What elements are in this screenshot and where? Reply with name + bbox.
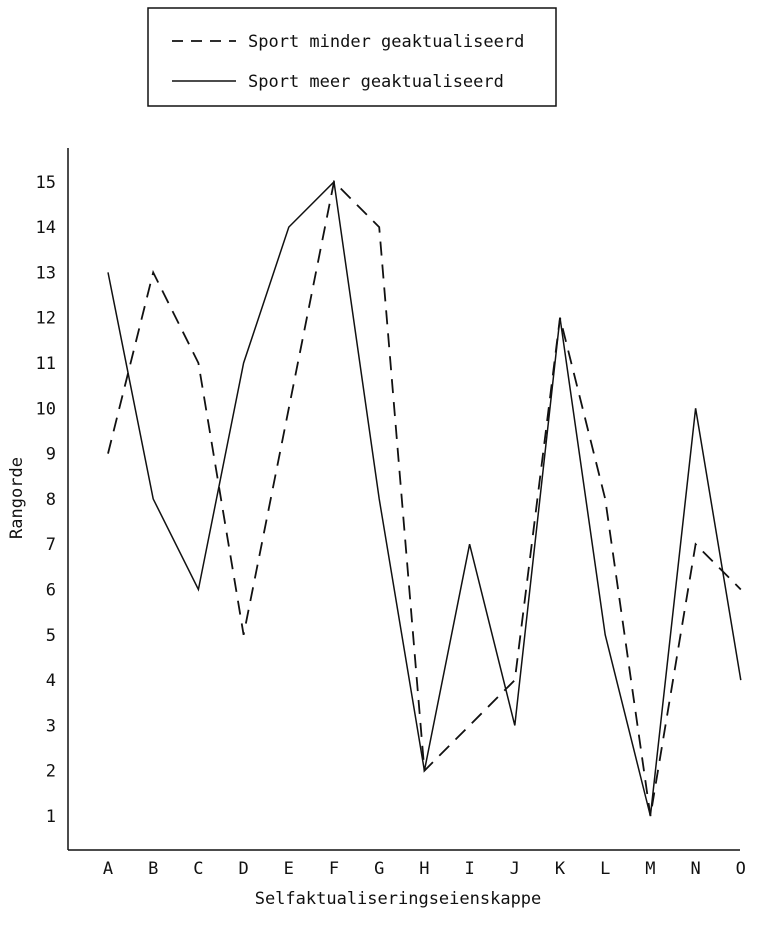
- y-tick-label: 9: [46, 445, 56, 465]
- y-tick-label: 4: [46, 671, 56, 691]
- x-tick-label: D: [238, 859, 248, 879]
- series-line-2: [107, 180, 742, 817]
- x-tick-label: I: [464, 859, 474, 879]
- y-tick-label: 11: [36, 354, 56, 374]
- series-line-1: [107, 179, 742, 817]
- x-tick-labels: A B C D E F G H I J K L M N O: [103, 859, 746, 879]
- x-tick-label: A: [103, 859, 113, 879]
- y-tick-label: 5: [46, 626, 56, 646]
- x-tick-label: L: [600, 859, 610, 879]
- y-tick-label: 2: [46, 762, 56, 782]
- x-tick-label: K: [555, 859, 566, 879]
- y-tick-label: 6: [46, 581, 56, 601]
- x-tick-label: C: [193, 859, 203, 879]
- x-tick-label: E: [284, 859, 294, 879]
- y-tick-label: 8: [46, 490, 56, 510]
- legend: Sport minder geaktualiseerd Sport meer g…: [147, 7, 557, 107]
- y-tick-label: 1: [46, 807, 56, 827]
- y-tick-label: 13: [36, 263, 56, 283]
- legend-box: [147, 7, 557, 107]
- y-axis-title: Rangorde: [7, 457, 27, 539]
- x-tick-label: N: [690, 859, 700, 879]
- x-tick-label: O: [736, 859, 746, 879]
- y-tick-label: 12: [36, 309, 56, 329]
- x-tick-label: B: [148, 859, 158, 879]
- legend-label-series-2: Sport meer geaktualiseerd: [248, 72, 504, 92]
- y-tick-label: 3: [46, 716, 56, 736]
- legend-label-series-1: Sport minder geaktualiseerd: [248, 32, 524, 52]
- x-axis-title: Selfaktualiseringseienskappe: [255, 889, 542, 909]
- x-tick-label: F: [329, 859, 339, 879]
- y-tick-label: 14: [36, 218, 56, 238]
- x-tick-label: M: [645, 859, 655, 879]
- series-lines: [107, 179, 742, 817]
- y-tick-label: 15: [36, 173, 56, 193]
- x-tick-label: G: [374, 859, 384, 879]
- x-tick-label: J: [510, 859, 520, 879]
- y-tick-label: 10: [36, 399, 56, 419]
- x-tick-label: H: [419, 859, 429, 879]
- y-tick-label: 7: [46, 535, 56, 555]
